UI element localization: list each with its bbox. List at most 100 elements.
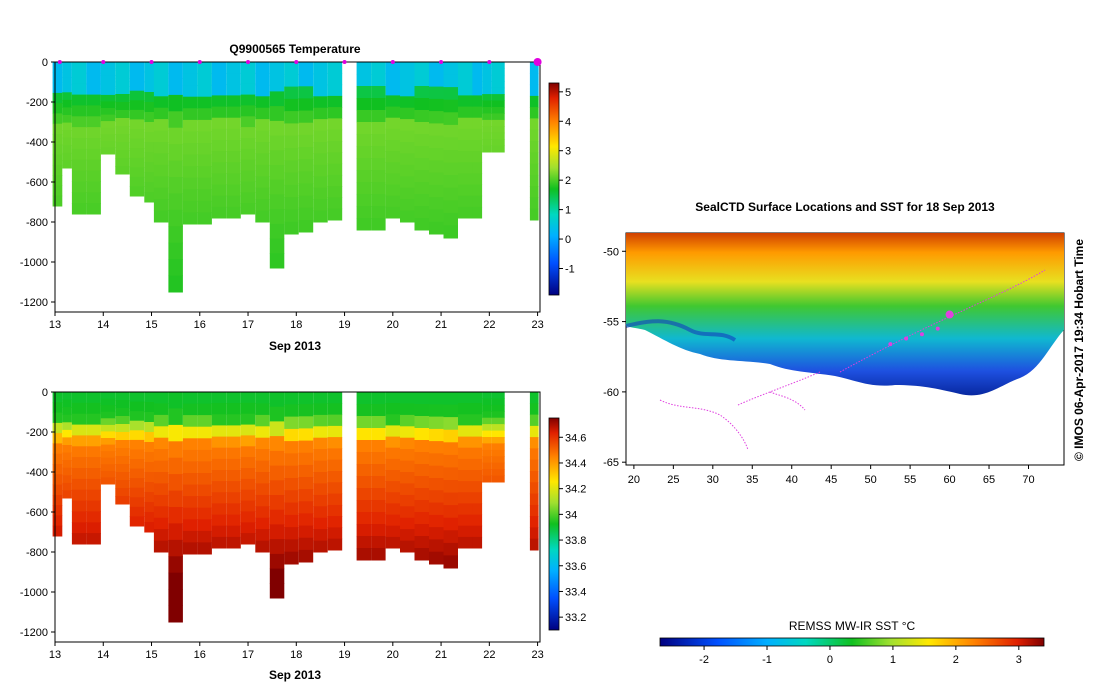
profile-cell — [129, 497, 145, 508]
historic-seal-tracks — [659, 371, 821, 451]
profile-cell — [443, 542, 458, 556]
profile-cell — [491, 424, 505, 431]
profile-cell — [182, 426, 198, 439]
profile-cell — [211, 458, 227, 471]
profile-cell — [100, 470, 116, 478]
profile-cell — [458, 536, 473, 549]
profile-cell — [182, 449, 198, 462]
profile-cell — [327, 448, 343, 461]
profile-cell — [100, 147, 116, 155]
profile-cell — [472, 62, 483, 74]
profile-cell — [168, 523, 183, 541]
profile-cell — [529, 95, 539, 108]
profile-cell — [62, 445, 72, 454]
profile-cell — [414, 416, 429, 429]
profile-cell — [240, 402, 256, 415]
profile-cell — [400, 153, 415, 166]
profile-cell — [255, 142, 270, 154]
profile-cell — [129, 459, 145, 470]
profile-cell — [226, 140, 241, 152]
profile-cell — [482, 145, 492, 153]
profile-cell — [115, 456, 130, 465]
x-tick-label: 20 — [387, 649, 399, 661]
profile-cell — [458, 503, 473, 515]
profile-cell — [443, 87, 458, 101]
profile-cell — [443, 492, 458, 506]
x-tick-label: 22 — [483, 319, 495, 331]
profile-cell — [269, 495, 285, 511]
profile-cell — [443, 212, 458, 226]
profile-cell — [86, 148, 101, 161]
profile-cell — [284, 209, 299, 223]
profile-cell — [284, 465, 299, 479]
profile-cell — [482, 392, 492, 399]
x-tick-label: 17 — [242, 649, 254, 661]
profile-cell — [284, 123, 299, 137]
profile-cell — [71, 402, 87, 415]
profile-cell — [129, 487, 145, 498]
profile-cell — [240, 127, 256, 139]
profile-cell — [298, 513, 314, 526]
profile-cell — [313, 84, 328, 97]
profile-cell — [371, 500, 386, 513]
profile-cell — [529, 141, 539, 153]
profile-cell — [482, 437, 492, 444]
profile-cell — [414, 206, 429, 219]
profile-cell — [284, 160, 299, 174]
profile-cell — [62, 160, 72, 169]
map-x-axis: 20 25 30 35 40 45 50 55 60 65 70 — [628, 465, 1035, 486]
profile-cell — [529, 403, 539, 416]
profile-cell — [385, 447, 401, 460]
profile-cell — [429, 184, 444, 198]
profile-cell — [115, 78, 130, 87]
profile-cell — [313, 494, 328, 507]
profile-cell — [153, 392, 169, 404]
profile-cell — [269, 524, 285, 540]
temperature-x-axis: 13 14 15 16 17 18 19 20 21 22 23 — [49, 312, 544, 331]
profile-cell — [429, 111, 444, 124]
profile-cell — [71, 94, 87, 106]
temperature-xlabel: Sep 2013 — [269, 339, 321, 353]
sst-colorbar-tick-label: 1 — [890, 654, 896, 666]
salinity-plot-frame — [54, 391, 541, 643]
profile-cell — [211, 195, 227, 208]
profile-cell — [52, 134, 63, 145]
profile-cell — [255, 96, 270, 109]
profile-marker — [294, 60, 299, 64]
profile-cell — [327, 186, 343, 198]
profile-cell — [385, 84, 401, 96]
profile-cell — [269, 450, 285, 467]
temperature-colorbar-ticks: -1 0 1 2 3 4 5 — [559, 87, 575, 276]
profile-cell — [153, 199, 169, 211]
profile-cell — [86, 424, 101, 436]
x-tick-label: 13 — [49, 319, 61, 331]
profile-cell — [443, 200, 458, 214]
profile-cell — [472, 414, 483, 426]
profile-cell — [356, 86, 372, 99]
profile-cell — [298, 147, 314, 160]
profile-cell — [414, 464, 429, 477]
profile-cell — [226, 481, 241, 493]
profile-cell — [168, 605, 183, 623]
profile-cell — [153, 506, 169, 519]
profile-cell — [62, 130, 72, 139]
profile-cell — [429, 392, 444, 405]
profile-cell — [129, 506, 145, 517]
profile-cell — [400, 210, 415, 223]
profile-cell — [298, 183, 314, 196]
profile-cell — [100, 405, 116, 413]
profile-cell — [182, 166, 198, 179]
profile-cell — [443, 187, 458, 201]
profile-cell — [356, 134, 372, 147]
profile-cell — [255, 494, 270, 507]
profile-cell — [298, 219, 314, 233]
profile-cell — [529, 197, 539, 210]
profile-marker — [439, 60, 444, 64]
profile-cell — [211, 503, 227, 515]
profile-cell — [86, 511, 101, 523]
profile-cell — [482, 81, 492, 89]
x-tick-label: 13 — [49, 649, 61, 661]
profile-cell — [298, 440, 314, 454]
profile-cell — [86, 478, 101, 491]
map-x-tick-label: 45 — [825, 474, 837, 486]
